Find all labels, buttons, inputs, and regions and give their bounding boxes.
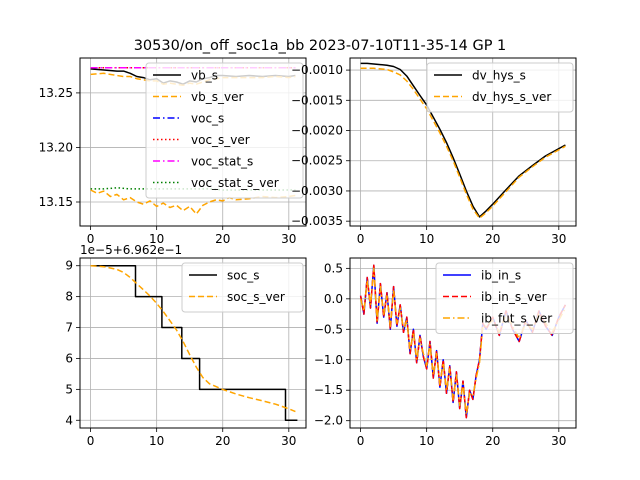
dv_hys-axes-frame <box>349 57 577 227</box>
soc-axes-frame <box>79 257 307 429</box>
vb-legend: vb_s vb_s_ver voc_s voc_s_ver voc_stat_s voc_… <box>145 62 304 199</box>
soc-series-group <box>90 264 298 422</box>
soc-legend: soc_s soc_s_ver <box>181 262 304 313</box>
figure-title: 30530/on_off_soc1a_bb 2023-07-10T11-35-1… <box>134 38 507 54</box>
subplot-soc: 0 10 20 30 4 5 6 7 8 9 1e−5+6.962e−1 soc_s soc_s_ver <box>65 243 307 448</box>
ib-ytick-label: 0.5 <box>324 261 343 275</box>
dv_hys-xtick-label: 20 <box>485 232 500 246</box>
vb-xtick-label: 10 <box>149 232 164 246</box>
dv_hys-ytick-label: −0.0035 <box>291 214 343 228</box>
dv_hys-ytick-label: −0.0020 <box>291 124 343 138</box>
vb-ytick-label: 13.15 <box>39 195 73 209</box>
vb-series-extra-6 <box>90 189 296 215</box>
ib-ytick-label: 0.0 <box>324 292 343 306</box>
ib-xtick-label: 10 <box>419 434 434 448</box>
ib-legend-label: ib_fut_s_ver <box>481 312 552 326</box>
soc-ytick-label: 5 <box>65 382 73 396</box>
dv_hys-ytick-label: −0.0015 <box>291 93 343 107</box>
dv_hys-legend-box <box>426 62 574 113</box>
subplot-vb: 0 10 20 3013.1513.2013.25vb_svb_s_vervoc_sv… <box>39 57 307 246</box>
soc-legend-label: soc_s <box>227 269 259 283</box>
soc-xtick-label: 10 <box>149 434 164 448</box>
dv_hys-legend-label: dv_hys_s <box>472 69 526 83</box>
dv_hys-ytick-label: −0.0030 <box>291 184 343 198</box>
soc-ytick-label: 9 <box>65 259 73 273</box>
dv_hys-ytick-label: −0.0010 <box>291 63 343 77</box>
vb-legend-label: voc_stat_s <box>191 155 253 169</box>
soc-series-soc-s <box>90 264 298 422</box>
ib-ytick-label: −1.0 <box>314 353 343 367</box>
vb-legend-label: voc_s_ver <box>191 133 250 147</box>
ib-legend: ib_in_s ib_in_s_ver ib_fut_s_ver <box>435 262 574 334</box>
subplot-ib: 0 10 20 300.50.0−0.5−1.0−1.5−2.0ib_in_sib_i… <box>314 257 577 448</box>
ib-legend-label: ib_in_s_ver <box>481 290 547 304</box>
vb-axes-frame <box>79 57 307 227</box>
soc-offset-label: 1e−5+6.962e−1 <box>80 243 182 257</box>
ib-ytick-label: −2.0 <box>314 414 343 428</box>
vb-legend-box <box>145 62 304 199</box>
vb-legend-label: vb_s_ver <box>191 90 243 104</box>
soc-xtick-label: 30 <box>281 434 296 448</box>
ib-legend-label: ib_in_s <box>481 269 521 283</box>
soc-xtick-label: 0 <box>87 434 95 448</box>
vb-legend-label: vb_s <box>191 69 218 83</box>
vb-ytick-label: 13.20 <box>39 140 73 154</box>
dv_hys-xtick-label: 30 <box>551 232 566 246</box>
ib-ytick-label: −0.5 <box>314 322 343 336</box>
soc-ytick-label: 4 <box>65 413 73 427</box>
dv_hys-series-dv-hys-s <box>360 62 566 218</box>
ib-xtick-label: 20 <box>485 434 500 448</box>
subplot-dv_hys: 0 10 20 30 −0.0010 −0.0015 −0.0020 −0.0025 −0.00… <box>291 57 577 246</box>
dv_hys-series-group <box>360 62 566 219</box>
vb-legend-label: voc_stat_s_ver <box>191 176 279 190</box>
ib-xtick-label: 0 <box>357 434 365 448</box>
ib-ytick-label: −1.5 <box>314 383 343 397</box>
soc-series-soc-s-ver <box>90 264 296 413</box>
dv_hys-ytick-label: −0.0025 <box>291 154 343 168</box>
vb-xtick-label: 0 <box>87 232 95 246</box>
soc-ytick-label: 8 <box>65 290 73 304</box>
ib-axes-frame <box>349 257 577 429</box>
dv_hys-legend-label: dv_hys_s_ver <box>472 90 551 104</box>
soc-ytick-label: 7 <box>65 321 73 335</box>
ib-xtick-label: 30 <box>551 434 566 448</box>
dv_hys-xtick-label: 0 <box>357 232 365 246</box>
dv_hys-xtick-label: 10 <box>419 232 434 246</box>
vb-legend-label: voc_s <box>191 112 224 126</box>
ib-legend-box <box>435 262 574 334</box>
vb-ytick-label: 13.25 <box>39 86 73 100</box>
vb-xtick-label: 30 <box>281 232 296 246</box>
dv_hys-series-dv-hys-s-ver <box>360 67 566 219</box>
vb-xtick-label: 20 <box>215 232 230 246</box>
ib-series-ib-in-s-ver <box>359 264 567 419</box>
soc-ytick-label: 6 <box>65 351 73 365</box>
soc-xtick-label: 20 <box>215 434 230 448</box>
dv_hys-legend: dv_hys_s dv_hys_s_ver <box>426 62 574 113</box>
soc-legend-label: soc_s_ver <box>227 290 285 304</box>
